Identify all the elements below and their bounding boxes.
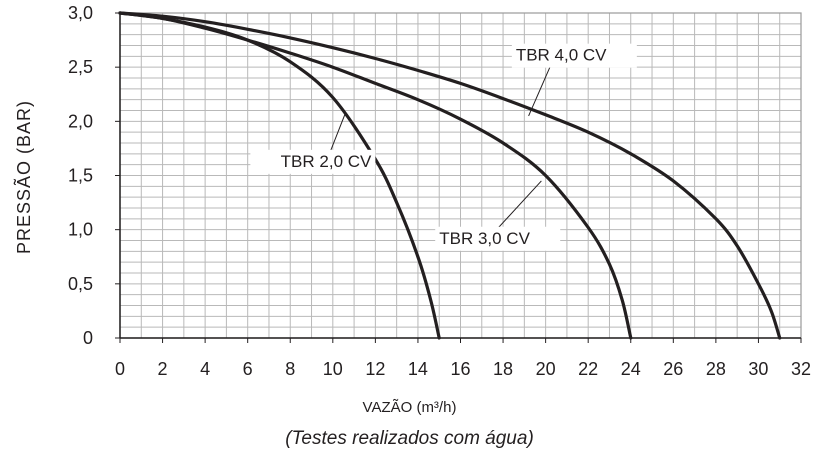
- label-background: [511, 43, 637, 68]
- x-tick-label: 2: [158, 359, 168, 379]
- label-tbr-4cv: TBR 4,0 CV: [516, 46, 607, 65]
- x-tick-label: 12: [365, 359, 385, 379]
- x-tick-label: 30: [748, 359, 768, 379]
- y-tick-label: 2,0: [68, 111, 93, 131]
- leader-line: [494, 180, 542, 233]
- chart-curves: [118, 11, 782, 340]
- x-tick-label: 10: [323, 359, 343, 379]
- y-tick-labels: 0 0,5 1,0 1,5 2,0 2,5 3,0: [68, 3, 93, 348]
- y-tick-label: 1,5: [68, 166, 93, 186]
- x-tick-label: 4: [200, 359, 210, 379]
- x-tick-label: 6: [243, 359, 253, 379]
- curve-tbr-4cv: [118, 11, 782, 340]
- x-tick-label: 32: [791, 359, 811, 379]
- x-tick-label: 18: [493, 359, 513, 379]
- leader-line: [528, 66, 551, 117]
- chart-grid: [120, 13, 801, 338]
- label-background: [250, 149, 376, 174]
- chart-caption: (Testes realizados com água): [285, 428, 534, 449]
- x-tick-label: 8: [285, 359, 295, 379]
- x-axis-label: VAZÃO (m³/h): [362, 399, 457, 416]
- curve-labels: TBR 2,0 CV TBR 3,0 CV TBR 4,0 CV: [250, 43, 637, 251]
- x-tick-label: 28: [706, 359, 726, 379]
- chart-axes: [115, 12, 802, 343]
- x-tick-label: 24: [621, 359, 641, 379]
- leader-line: [328, 112, 347, 157]
- x-tick-label: 22: [578, 359, 598, 379]
- label-tbr-3cv: TBR 3,0 CV: [439, 229, 530, 248]
- x-tick-labels: 0 2 4 6 8 10 12 14 16 18 20 22 24 26 28 30 32: [115, 359, 811, 379]
- pressure-flow-chart: 0 2 4 6 8 10 12 14 16 18 20 22 24 26 28 30 32 00,51,01,5…: [13, 3, 811, 379]
- y-tick-label: 2,5: [68, 57, 93, 77]
- y-tick-label: 0,5: [68, 274, 93, 294]
- x-tick-label: 14: [408, 359, 428, 379]
- y-tick-label: 3,0: [68, 3, 93, 23]
- label-background: [435, 226, 561, 251]
- y-axis-label: PRESSÃO (BAR): [13, 100, 34, 254]
- x-tick-label: 26: [663, 359, 683, 379]
- y-tick-label: 1,0: [68, 220, 93, 240]
- x-tick-label: 20: [536, 359, 556, 379]
- curve-tbr-3cv: [118, 11, 633, 340]
- label-tbr-2cv: TBR 2,0 CV: [281, 152, 372, 171]
- y-tick-label: 0: [83, 328, 93, 348]
- x-tick-label: 0: [115, 359, 125, 379]
- x-tick-label: 16: [450, 359, 470, 379]
